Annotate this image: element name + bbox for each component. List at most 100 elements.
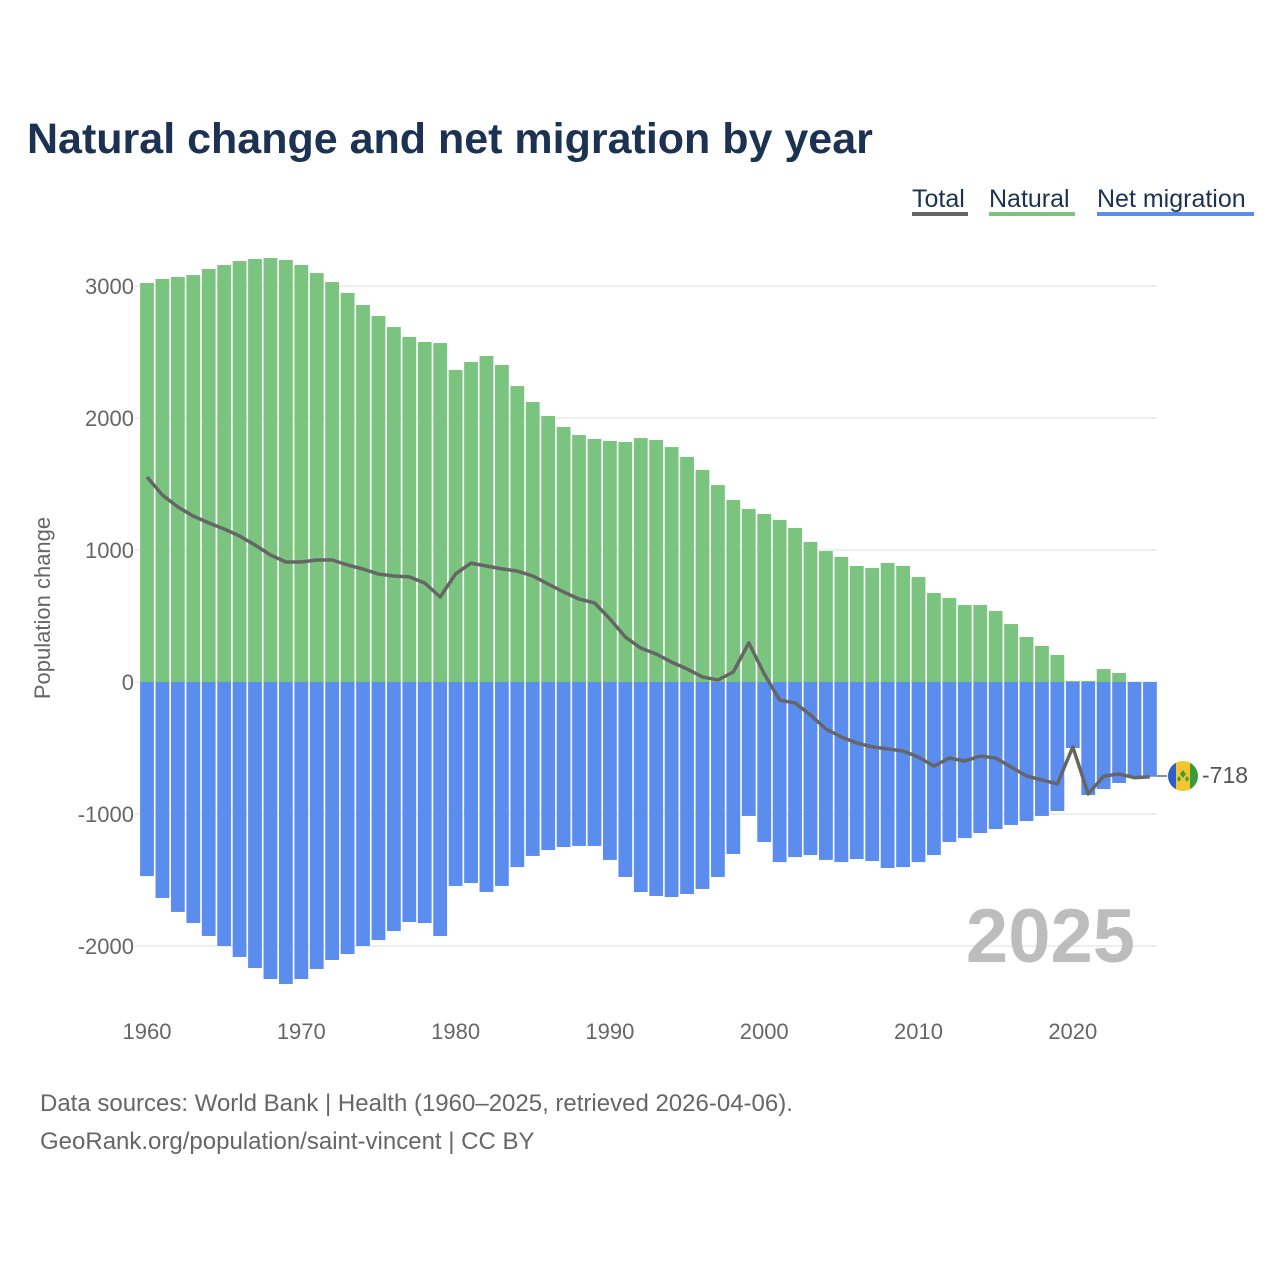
bar-natural-1968 — [263, 258, 278, 682]
legend-item-total[interactable]: Total — [912, 185, 968, 216]
footer-credit[interactable]: GeoRank.org/population/saint-vincent | C… — [40, 1128, 535, 1155]
bar-net-migration-2007 — [865, 682, 880, 861]
bar-natural-2003 — [803, 541, 818, 682]
bar-net-migration-1986 — [541, 682, 556, 851]
bar-natural-1979 — [433, 343, 448, 682]
bar-natural-2009 — [896, 565, 910, 682]
x-tick-label: 2010 — [894, 1019, 943, 1044]
end-marker: -718 — [1157, 761, 1248, 791]
bar-net-migration-1968 — [263, 682, 278, 979]
bar-natural-2012 — [942, 598, 957, 682]
x-tick-label: 1980 — [431, 1019, 480, 1044]
bar-net-migration-1977 — [402, 682, 417, 922]
bar-natural-1992 — [633, 438, 648, 682]
bar-natural-2019 — [1050, 654, 1065, 682]
bar-natural-2020 — [1065, 680, 1080, 682]
bar-net-migration-2005 — [834, 682, 849, 863]
bar-net-migration-2020 — [1065, 682, 1080, 748]
bar-natural-1976 — [386, 327, 401, 682]
y-tick-label: -2000 — [78, 934, 134, 959]
bar-natural-2014 — [973, 605, 988, 682]
bar-natural-1961 — [155, 279, 170, 682]
bar-net-migration-2012 — [942, 682, 957, 842]
bar-net-migration-2006 — [849, 682, 864, 860]
bar-net-migration-1961 — [155, 682, 170, 898]
legend: Total Natural Net migration — [912, 185, 1254, 216]
x-tick-label: 2020 — [1048, 1019, 1097, 1044]
legend-item-natural[interactable]: Natural — [989, 185, 1075, 216]
legend-item-net-migration[interactable]: Net migration — [1097, 185, 1254, 216]
bar-net-migration-1972 — [325, 682, 340, 960]
bar-natural-1978 — [417, 341, 432, 682]
x-tick-label: 1970 — [277, 1019, 326, 1044]
bar-natural-1988 — [572, 435, 586, 682]
bar-net-migration-2002 — [788, 682, 802, 858]
bar-natural-2000 — [757, 513, 772, 682]
legend-swatch-total — [912, 212, 968, 216]
bar-net-migration-2010 — [911, 682, 926, 863]
bar-natural-1973 — [340, 292, 355, 682]
legend-label-net-migration: Net migration — [1097, 185, 1246, 213]
year-watermark: 2025 — [966, 894, 1135, 979]
bar-natural-1999 — [741, 508, 756, 682]
bar-net-migration-1966 — [232, 682, 247, 957]
bar-natural-2015 — [988, 610, 1003, 682]
end-value-label: -718 — [1202, 762, 1248, 788]
bar-natural-2017 — [1019, 636, 1034, 682]
bar-net-migration-2000 — [757, 682, 772, 842]
bar-net-migration-1993 — [649, 682, 664, 896]
bars — [140, 258, 1157, 985]
bar-net-migration-1979 — [433, 682, 448, 936]
bar-natural-1963 — [186, 275, 201, 682]
bar-natural-1991 — [618, 442, 633, 682]
legend-swatch-net-migration — [1097, 212, 1254, 216]
bar-net-migration-1978 — [417, 682, 432, 924]
bar-net-migration-1991 — [618, 682, 633, 877]
bar-net-migration-1963 — [186, 682, 201, 924]
bar-net-migration-1964 — [201, 682, 216, 936]
bar-natural-1965 — [217, 265, 232, 682]
bar-net-migration-1983 — [494, 682, 509, 886]
bar-natural-1997 — [711, 485, 725, 682]
bar-natural-1971 — [309, 273, 324, 682]
bar-net-migration-1988 — [572, 682, 586, 846]
bar-natural-1964 — [201, 268, 216, 682]
bar-net-migration-1992 — [633, 682, 648, 893]
total-line — [145, 475, 1151, 796]
bar-natural-1966 — [232, 261, 247, 682]
bar-natural-2006 — [849, 565, 864, 682]
bar-net-migration-1975 — [371, 682, 386, 941]
bar-net-migration-2015 — [988, 682, 1003, 830]
bar-natural-1995 — [680, 456, 694, 682]
legend-label-total: Total — [912, 185, 965, 213]
bar-natural-1975 — [371, 315, 386, 682]
bar-net-migration-1996 — [695, 682, 710, 889]
bar-net-migration-2018 — [1035, 682, 1049, 816]
bar-net-migration-2019 — [1050, 682, 1065, 811]
flag-icon — [1168, 761, 1198, 791]
bar-natural-1981 — [464, 362, 478, 682]
y-axis-ticks: 3000 2000 1000 0 -1000 -2000 — [78, 274, 134, 959]
legend-swatch-natural — [989, 212, 1075, 216]
bar-natural-1985 — [525, 402, 540, 682]
bar-net-migration-1990 — [603, 682, 617, 860]
bar-net-migration-1999 — [741, 682, 756, 816]
bar-net-migration-1976 — [386, 682, 401, 931]
bar-natural-2022 — [1096, 669, 1111, 682]
y-axis-label: Population change — [30, 517, 55, 699]
y-tick-label: -1000 — [78, 802, 134, 827]
bar-natural-1989 — [587, 438, 602, 682]
bar-net-migration-2025 — [1143, 682, 1157, 777]
bar-net-migration-2008 — [880, 682, 895, 868]
x-axis-ticks: 1960 1970 1980 1990 2000 2010 2020 — [123, 1019, 1098, 1044]
bar-natural-1982 — [479, 355, 494, 682]
bar-natural-2002 — [788, 527, 802, 682]
y-tick-label: 0 — [122, 670, 134, 695]
bar-net-migration-1982 — [479, 682, 494, 893]
y-tick-label: 3000 — [85, 274, 134, 299]
bar-natural-1984 — [510, 386, 525, 682]
x-tick-label: 1960 — [123, 1019, 172, 1044]
bar-net-migration-1981 — [464, 682, 478, 884]
bar-net-migration-2004 — [819, 682, 833, 860]
